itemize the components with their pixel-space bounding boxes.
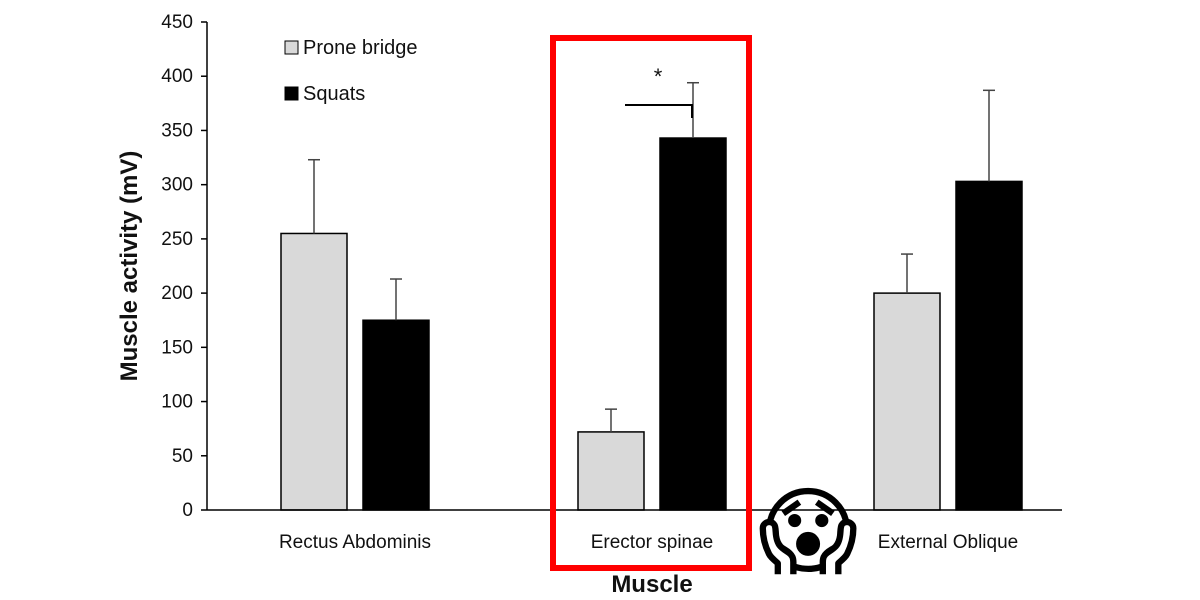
legend-label-squats: Squats — [303, 83, 365, 105]
y-tick-label: 250 — [161, 229, 193, 250]
y-tick-label: 450 — [161, 12, 193, 33]
significance-asterisk: * — [654, 64, 663, 89]
y-tick-label: 100 — [161, 392, 193, 413]
bar-prone-bridge-erector-spinae — [577, 431, 645, 511]
bar-squats-erector-spinae — [659, 137, 727, 511]
category-labels: Rectus Abdominis Erector spinae External O… — [279, 532, 1018, 553]
bar-prone-bridge-external-oblique — [873, 292, 941, 511]
significance-marker: * — [625, 64, 693, 118]
x-axis-title: Muscle — [611, 571, 692, 598]
y-tick-label: 0 — [182, 500, 193, 521]
highlight-box — [550, 35, 752, 571]
category-label-erector-spinae: Erector spinae — [591, 532, 714, 553]
legend-swatch-prone-bridge — [284, 40, 299, 55]
y-tick-label: 50 — [172, 446, 193, 467]
y-axis-ticks: 0 50 100 150 200 250 300 350 400 450 — [161, 12, 207, 521]
bars — [280, 137, 1023, 511]
category-label-external-oblique: External Oblique — [878, 532, 1018, 553]
legend: Prone bridge Squats — [284, 37, 418, 105]
significance-bracket — [625, 104, 693, 118]
y-tick-label: 300 — [161, 175, 193, 196]
y-tick-label: 350 — [161, 120, 193, 141]
bar-prone-bridge-rectus-abdominis — [280, 232, 348, 511]
y-axis-title: Muscle activity (mV) — [116, 151, 143, 382]
y-tick-label: 400 — [161, 66, 193, 87]
y-tick-label: 150 — [161, 337, 193, 358]
bar-squats-rectus-abdominis — [362, 319, 430, 511]
screaming-face-emoji: 😱 — [758, 476, 858, 588]
y-tick-label: 200 — [161, 283, 193, 304]
legend-swatch-squats — [284, 86, 299, 101]
category-label-rectus-abdominis: Rectus Abdominis — [279, 532, 431, 553]
legend-label-prone-bridge: Prone bridge — [303, 37, 418, 59]
bar-squats-external-oblique — [955, 180, 1023, 511]
